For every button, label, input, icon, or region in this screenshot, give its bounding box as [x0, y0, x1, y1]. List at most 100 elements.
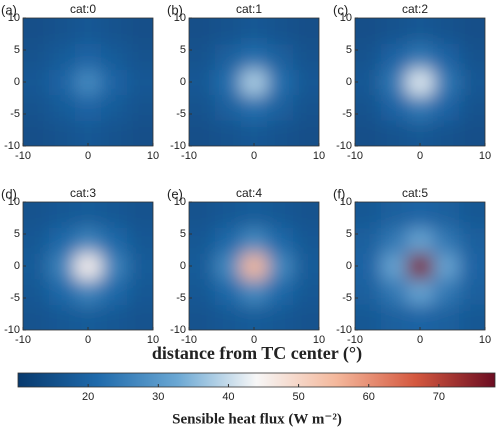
y-tick-label: -10: [4, 324, 20, 336]
heatmap-panel: [189, 18, 319, 146]
heatmap-cell: [23, 202, 50, 229]
heatmap-cell: [189, 69, 216, 96]
heatmap-cell: [381, 227, 408, 254]
panel-label: (c): [333, 2, 348, 17]
heatmap-panel: [355, 202, 485, 330]
heatmap-cell: [293, 69, 319, 96]
x-tick-label: 0: [85, 334, 91, 346]
y-tick-label: 10: [340, 196, 352, 208]
heatmap-cell: [101, 202, 128, 229]
heatmap-cell: [23, 43, 50, 70]
heatmap-cells: [23, 202, 153, 330]
heatmap-cell: [215, 69, 242, 96]
heatmap-cell: [381, 304, 408, 330]
heatmap-cell: [407, 304, 434, 330]
heatmap-cell: [407, 227, 434, 254]
heatmap-cell: [267, 227, 294, 254]
heatmap-cell: [127, 304, 153, 330]
heatmap-cell: [433, 43, 460, 70]
heatmap-cell: [381, 43, 408, 70]
y-tick-label: 0: [180, 260, 186, 272]
heatmap-cell: [101, 227, 128, 254]
heatmap-cells: [23, 18, 153, 146]
y-tick-label: 5: [346, 228, 352, 240]
heatmap-cell: [215, 94, 242, 121]
heatmap-cell: [355, 43, 382, 70]
heatmap-cell: [459, 120, 485, 146]
heatmap-cell: [215, 253, 242, 280]
x-tick-label: -10: [181, 334, 197, 346]
y-tick-label: -10: [336, 324, 352, 336]
heatmap-cell: [433, 18, 460, 45]
heatmap-cell: [127, 94, 153, 121]
heatmap-cell: [49, 69, 76, 96]
heatmap-cell: [215, 304, 242, 330]
heatmap-cells: [355, 202, 485, 330]
heatmap-cell: [127, 227, 153, 254]
heatmap-cell: [355, 278, 382, 305]
heatmap-cell: [49, 253, 76, 280]
heatmap-cell: [75, 43, 102, 70]
heatmap-cell: [101, 278, 128, 305]
panel-title: cat:4: [236, 186, 262, 200]
x-tick-label: -10: [15, 334, 31, 346]
heatmap-cell: [215, 43, 242, 70]
heatmap-cell: [433, 69, 460, 96]
heatmap-cell: [267, 120, 294, 146]
heatmap-cell: [101, 43, 128, 70]
x-axis-label: distance from TC center (°): [152, 343, 362, 364]
heatmap-cell: [293, 278, 319, 305]
heatmap-cell: [459, 278, 485, 305]
heatmap-cell: [75, 227, 102, 254]
heatmap-cell: [355, 69, 382, 96]
heatmap-cell: [459, 18, 485, 45]
panel-title: cat:0: [70, 2, 96, 16]
panel-label: (a): [1, 2, 17, 17]
heatmap-cell: [75, 120, 102, 146]
colorbar-tick-label: 60: [363, 391, 375, 403]
panel-title: cat:5: [402, 186, 428, 200]
colorbar-tick-label: 70: [433, 391, 445, 403]
panel-label: (f): [333, 186, 345, 201]
x-tick-label: 10: [147, 150, 159, 162]
heatmap-cell: [189, 304, 216, 330]
heatmap-cell: [75, 253, 102, 280]
heatmap-cell: [101, 94, 128, 121]
heatmap-cell: [293, 18, 319, 45]
heatmap-cell: [75, 94, 102, 121]
x-tick-label: 0: [251, 334, 257, 346]
heatmap-cell: [407, 253, 434, 280]
heatmap-cell: [241, 120, 268, 146]
heatmap-cell: [407, 43, 434, 70]
heatmap-cell: [241, 18, 268, 45]
heatmap-cell: [101, 120, 128, 146]
x-tick-label: -10: [15, 150, 31, 162]
heatmap-cell: [241, 69, 268, 96]
x-tick-label: 10: [313, 334, 325, 346]
heatmap-cell: [241, 94, 268, 121]
heatmap-cell: [241, 304, 268, 330]
heatmap-cell: [189, 227, 216, 254]
y-tick-label: -10: [170, 140, 186, 152]
heatmap-cell: [267, 253, 294, 280]
heatmap-cell: [407, 69, 434, 96]
heatmap-cell: [101, 18, 128, 45]
x-tick-label: 10: [479, 334, 491, 346]
heatmap-cell: [267, 278, 294, 305]
x-tick-label: -10: [347, 150, 363, 162]
y-tick-label: -10: [336, 140, 352, 152]
x-tick-label: 0: [85, 150, 91, 162]
panel-title: cat:1: [236, 2, 262, 16]
panel-title: cat:3: [70, 186, 96, 200]
heatmap-cell: [101, 253, 128, 280]
heatmap-cell: [189, 94, 216, 121]
heatmap-cell: [433, 278, 460, 305]
heatmap-cell: [267, 202, 294, 229]
heatmap-cell: [267, 43, 294, 70]
heatmap-cells: [189, 18, 319, 146]
heatmap-cell: [267, 94, 294, 121]
heatmap-cell: [355, 202, 382, 229]
heatmap-cell: [49, 43, 76, 70]
heatmap-cell: [459, 227, 485, 254]
heatmap-cell: [267, 18, 294, 45]
